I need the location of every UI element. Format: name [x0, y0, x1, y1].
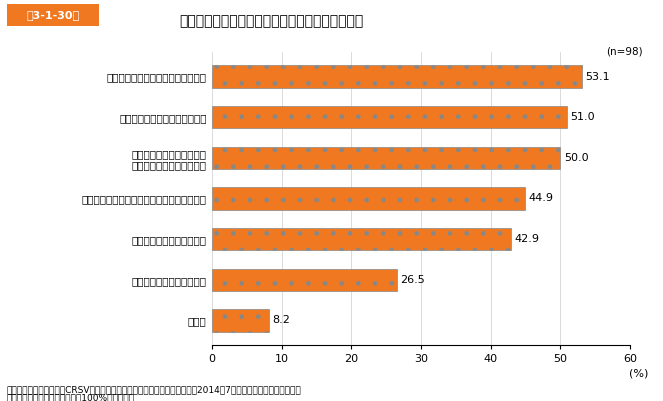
Bar: [212, 309, 269, 332]
Text: 53.1: 53.1: [585, 72, 610, 82]
Text: 地域課題の解決と事業を両立する際に必要な要素: 地域課題の解決と事業を両立する際に必要な要素: [179, 14, 363, 28]
Text: 第3-1-30図: 第3-1-30図: [27, 10, 80, 20]
Text: 50.0: 50.0: [564, 153, 588, 163]
Bar: [212, 147, 560, 169]
Text: 26.5: 26.5: [400, 275, 425, 285]
Text: 8.2: 8.2: [272, 315, 290, 325]
Bar: [212, 65, 582, 88]
Bar: [212, 187, 524, 210]
Text: （注）複数回答のため、合計は100%を超える。: （注）複数回答のため、合計は100%を超える。: [7, 394, 135, 401]
Bar: [212, 106, 568, 128]
Text: 44.9: 44.9: [528, 194, 553, 203]
Text: 42.9: 42.9: [514, 234, 539, 244]
Text: 資料：中小企業庁委託「CRSVへの先進的取組に関するアンケート調査」（2014年7月、みずほ情報総研（株））: 資料：中小企業庁委託「CRSVへの先進的取組に関するアンケート調査」（2014年…: [7, 385, 302, 394]
Bar: [212, 269, 396, 291]
Bar: [212, 228, 511, 250]
Text: (n=98): (n=98): [607, 46, 643, 56]
X-axis label: (%): (%): [629, 368, 648, 378]
Text: 51.0: 51.0: [571, 112, 595, 122]
